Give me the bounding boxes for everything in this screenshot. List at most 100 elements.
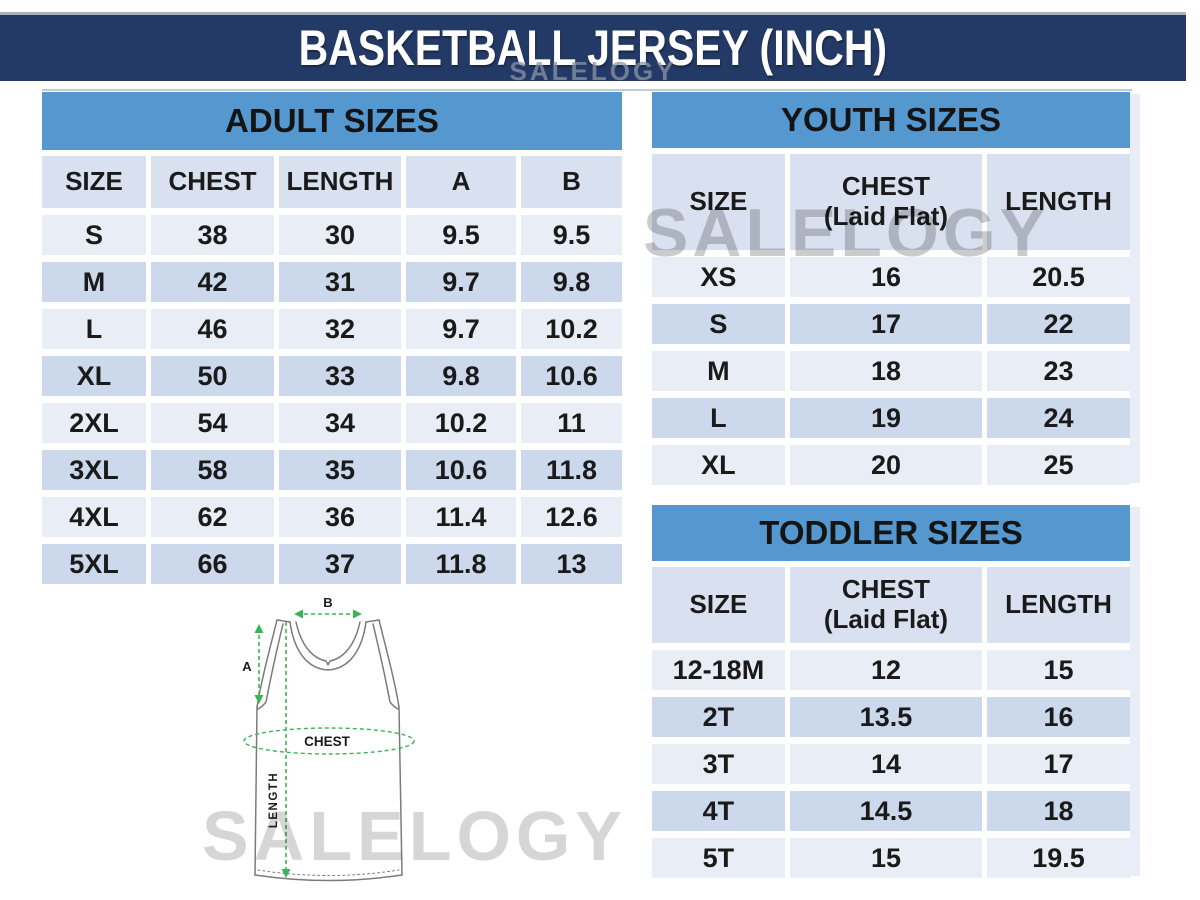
column-header: CHEST (Laid Flat) — [789, 154, 983, 250]
column-header: SIZE — [652, 567, 785, 643]
table-cell: L — [652, 398, 785, 438]
table-cell: 9.8 — [521, 262, 622, 302]
label-b: B — [323, 595, 332, 610]
adult-sizes-table: ADULT SIZES SIZE CHEST LENGTH A B S 38 30 9.5 9.5… — [42, 92, 622, 584]
table-cell: 25 — [987, 445, 1130, 485]
table-cell: 34 — [279, 403, 401, 443]
table-cell: 13.5 — [789, 697, 983, 737]
youth-sizes-table: YOUTH SIZES SIZE CHEST (Laid Flat) LENGTH X… — [652, 92, 1130, 485]
table-cell: 33 — [279, 356, 401, 396]
youth-table-grid: SIZE CHEST (Laid Flat) LENGTH XS 16 20.5 S 17 22… — [652, 154, 1130, 485]
table-cell: 37 — [279, 544, 401, 584]
table-cell: 19 — [789, 398, 983, 438]
table-cell: 36 — [279, 497, 401, 537]
column-header: A — [406, 156, 516, 208]
jersey-measurement-diagram: B A CHEST LENGTH — [242, 595, 415, 882]
youth-table-title: YOUTH SIZES — [652, 92, 1130, 148]
toddler-sizes-table: TODDLER SIZES SIZE CHEST (Laid Flat) LENGT… — [652, 505, 1130, 878]
table-cell: 35 — [279, 450, 401, 490]
table-cell: 54 — [151, 403, 274, 443]
table-cell: 10.6 — [406, 450, 516, 490]
table-cell: 9.7 — [406, 309, 516, 349]
table-cell: 2XL — [42, 403, 146, 443]
column-header: LENGTH — [987, 154, 1130, 250]
table-cell: 4XL — [42, 497, 146, 537]
table-cell: 14 — [789, 744, 983, 784]
table-cell: 11.4 — [406, 497, 516, 537]
table-cell: 3T — [652, 744, 785, 784]
table-cell: M — [652, 351, 785, 391]
column-header: CHEST (Laid Flat) — [789, 567, 983, 643]
table-cell: 17 — [789, 304, 983, 344]
table-cell: 9.5 — [521, 215, 622, 255]
column-header: SIZE — [652, 154, 785, 250]
table-cell: 18 — [789, 351, 983, 391]
table-cell: 11 — [521, 403, 622, 443]
label-a: A — [242, 659, 252, 674]
table-cell: 10.2 — [406, 403, 516, 443]
table-cell: 15 — [987, 650, 1130, 690]
table-cell: XS — [652, 257, 785, 297]
table-cell: S — [652, 304, 785, 344]
column-header: CHEST — [151, 156, 274, 208]
table-cell: 58 — [151, 450, 274, 490]
page-title: BASKETBALL JERSEY (INCH) — [298, 20, 888, 76]
table-cell: 20 — [789, 445, 983, 485]
column-header: SIZE — [42, 156, 146, 208]
table-cell: 38 — [151, 215, 274, 255]
table-cell: 32 — [279, 309, 401, 349]
table-cell: 22 — [987, 304, 1130, 344]
table-cell: 31 — [279, 262, 401, 302]
table-cell: S — [42, 215, 146, 255]
column-header: B — [521, 156, 622, 208]
table-cell: 5XL — [42, 544, 146, 584]
table-cell: 9.7 — [406, 262, 516, 302]
toddler-table-title: TODDLER SIZES — [652, 505, 1130, 561]
table-cell: 11.8 — [406, 544, 516, 584]
table-cell: 12.6 — [521, 497, 622, 537]
table-cell: 46 — [151, 309, 274, 349]
tables-top-rule — [42, 89, 1132, 91]
table-cell: 13 — [521, 544, 622, 584]
table-cell: 4T — [652, 791, 785, 831]
table-cell: 16 — [987, 697, 1130, 737]
table-cell: 16 — [789, 257, 983, 297]
table-cell: 5T — [652, 838, 785, 878]
table-cell: 30 — [279, 215, 401, 255]
table-cell: 62 — [151, 497, 274, 537]
table-cell: 15 — [789, 838, 983, 878]
label-length: LENGTH — [268, 772, 280, 828]
table-cell: XL — [42, 356, 146, 396]
table-cell: 12-18M — [652, 650, 785, 690]
table-cell: 10.2 — [521, 309, 622, 349]
banner-watermark: SALELOGY — [509, 56, 677, 81]
table-cell: 2T — [652, 697, 785, 737]
column-header: LENGTH — [987, 567, 1130, 643]
table-cell: 24 — [987, 398, 1130, 438]
table-cell: 18 — [987, 791, 1130, 831]
table-cell: 19.5 — [987, 838, 1130, 878]
table-cell: 66 — [151, 544, 274, 584]
table-cell: 3XL — [42, 450, 146, 490]
adult-table-grid: SIZE CHEST LENGTH A B S 38 30 9.5 9.5 M 42 31 9.7 9.8 L… — [42, 156, 622, 584]
table-cell: 11.8 — [521, 450, 622, 490]
adult-table-title: ADULT SIZES — [42, 92, 622, 150]
table-cell: 20.5 — [987, 257, 1130, 297]
table-cell: 50 — [151, 356, 274, 396]
table-cell: 17 — [987, 744, 1130, 784]
table-cell: XL — [652, 445, 785, 485]
toddler-table-grid: SIZE CHEST (Laid Flat) LENGTH 12-18M 12 15 2T 1… — [652, 567, 1130, 878]
column-header: LENGTH — [279, 156, 401, 208]
measurement-arrows — [243, 609, 415, 878]
table-cell: 23 — [987, 351, 1130, 391]
table-cell: L — [42, 309, 146, 349]
table-cell: 42 — [151, 262, 274, 302]
table-cell: 12 — [789, 650, 983, 690]
table-cell: 10.6 — [521, 356, 622, 396]
table-cell: 14.5 — [789, 791, 983, 831]
jersey-outline — [254, 619, 403, 882]
table-cell: 9.5 — [406, 215, 516, 255]
table-cell: M — [42, 262, 146, 302]
title-banner: BASKETBALL JERSEY (INCH) SALELOGY — [0, 12, 1186, 81]
